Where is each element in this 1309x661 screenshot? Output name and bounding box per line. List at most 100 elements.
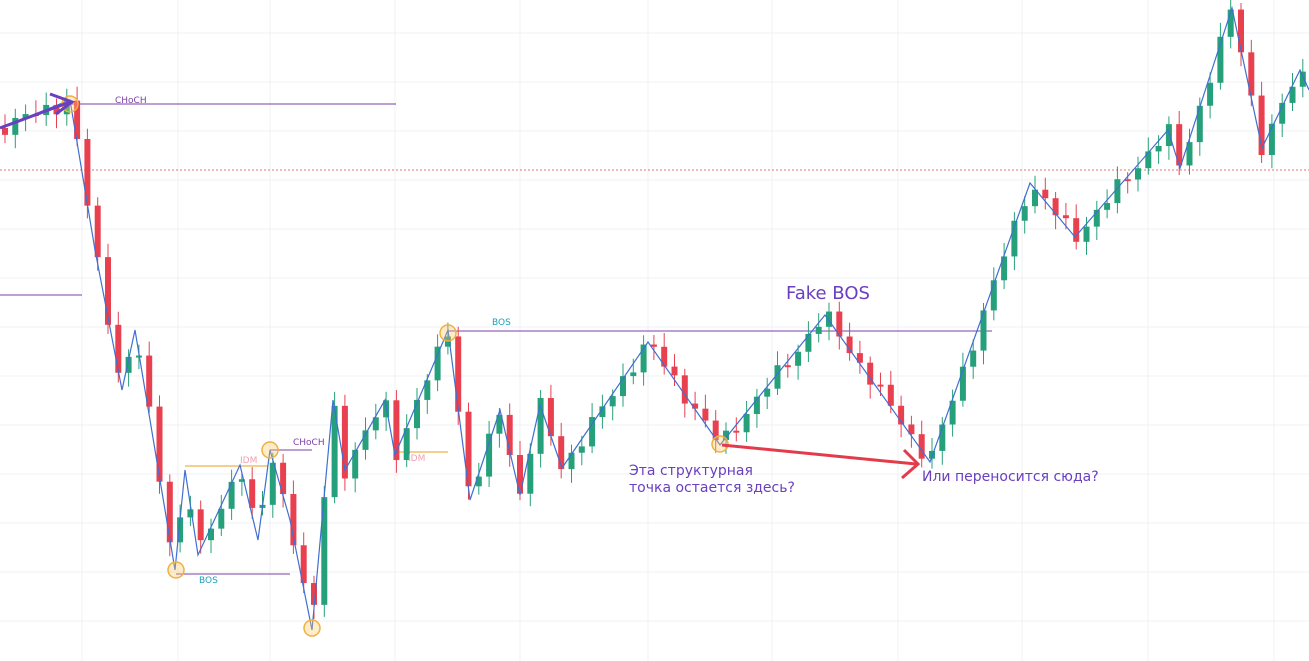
- candle-body: [578, 446, 585, 453]
- note: точка остается здесь?: [629, 480, 795, 496]
- note: Или переносится сюда?: [922, 469, 1099, 485]
- candle-body: [1279, 102, 1286, 124]
- label: IDM: [240, 456, 257, 466]
- candle-body: [455, 336, 462, 412]
- candle-body: [589, 417, 596, 447]
- swing-circle: [711, 435, 729, 453]
- candle-body: [1165, 124, 1172, 146]
- candle-body: [269, 462, 276, 505]
- swing-circle: [439, 324, 457, 342]
- candle-body: [352, 449, 359, 479]
- candle-body: [290, 494, 297, 546]
- candle-body: [321, 497, 328, 605]
- label: BOS: [492, 318, 511, 328]
- arrow: [0, 92, 76, 130]
- candle-body: [959, 366, 966, 401]
- candle-body: [362, 430, 369, 450]
- candle-body: [774, 365, 781, 389]
- candle-body: [1155, 145, 1162, 152]
- candle-body: [1052, 198, 1059, 216]
- candle-body: [1073, 218, 1080, 242]
- candle-body: [671, 366, 678, 376]
- candle-body: [218, 508, 225, 529]
- candle-body: [486, 433, 493, 477]
- candle-body: [1145, 151, 1152, 169]
- candle-body: [1011, 220, 1018, 257]
- candle-body: [1238, 9, 1244, 53]
- candle-body: [1207, 82, 1214, 106]
- candle-body: [434, 346, 441, 381]
- candle-body: [712, 420, 719, 441]
- swing-circle: [303, 619, 321, 637]
- candle-body: [2, 128, 8, 135]
- candle-body: [331, 405, 338, 498]
- candle-body: [692, 403, 699, 409]
- candle-body: [496, 414, 503, 434]
- candle-body: [1268, 123, 1275, 155]
- candle-body: [609, 396, 616, 407]
- candles: [2, 0, 1306, 619]
- candle-body: [537, 398, 544, 454]
- swing-circle: [261, 441, 279, 459]
- candle-body: [1114, 179, 1121, 204]
- candle-body: [867, 362, 874, 385]
- candle-body: [1083, 226, 1090, 242]
- label: BOS: [199, 576, 218, 586]
- candle-body: [898, 405, 905, 425]
- candle-body: [1135, 168, 1141, 180]
- levels: [0, 103, 992, 575]
- candle-body: [990, 280, 997, 311]
- candle-body: [475, 476, 482, 487]
- candle-body: [1104, 203, 1111, 210]
- candle-body: [249, 479, 256, 508]
- candle-body: [1299, 71, 1306, 87]
- candle-body: [238, 479, 245, 482]
- candle-body: [1248, 52, 1255, 96]
- candle-body: [733, 430, 740, 433]
- candle-body: [630, 372, 637, 377]
- swing-circle: [167, 561, 185, 579]
- candle-body: [1093, 209, 1100, 227]
- arrow-head: [901, 448, 921, 480]
- candle-body: [115, 324, 122, 373]
- candle-body: [805, 333, 812, 352]
- candle-body: [1227, 9, 1234, 37]
- candle-body: [300, 545, 307, 584]
- candle-body: [1001, 256, 1008, 281]
- candle-body: [1289, 86, 1296, 103]
- candle-body: [146, 355, 153, 407]
- note: Эта структурная: [629, 463, 753, 479]
- candle-body: [105, 257, 111, 325]
- candle-body: [1217, 36, 1224, 83]
- arrow-head: [49, 92, 76, 116]
- arrow: [721, 443, 921, 480]
- candle-body: [846, 336, 853, 354]
- candle-body: [1196, 105, 1203, 143]
- candle-body: [208, 528, 214, 541]
- candle-body: [650, 344, 657, 347]
- candle-body: [465, 411, 472, 487]
- arrow-line: [721, 443, 917, 466]
- candle-body: [826, 311, 832, 327]
- candle-body: [599, 406, 606, 418]
- candle-body: [177, 517, 184, 543]
- candle-body: [980, 310, 987, 351]
- candle-body: [620, 376, 626, 397]
- candle-body: [661, 346, 668, 367]
- label: IDM: [408, 454, 425, 464]
- candle-body: [74, 100, 81, 139]
- candle-body: [753, 396, 760, 415]
- candle-body: [1042, 189, 1049, 199]
- candle-body: [22, 114, 29, 118]
- candle-body: [166, 481, 173, 543]
- candle-body: [918, 434, 925, 459]
- candle-body: [341, 405, 348, 479]
- candle-body: [743, 414, 750, 433]
- candle-body: [815, 326, 822, 334]
- candle-body: [197, 509, 204, 541]
- candle-body: [877, 384, 884, 387]
- candle-body: [228, 481, 235, 509]
- candle-body: [12, 117, 19, 135]
